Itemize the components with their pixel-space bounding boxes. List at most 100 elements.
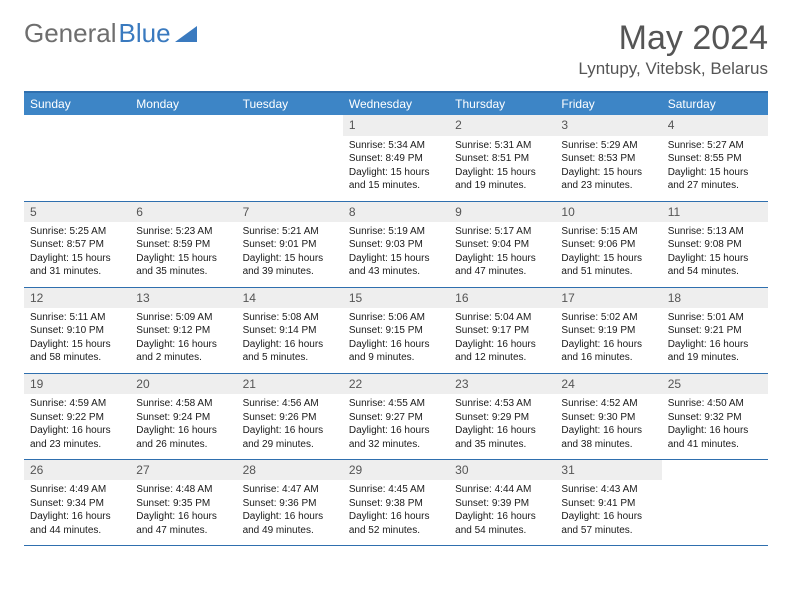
- daylight-text: Daylight: 15 hours: [455, 166, 549, 180]
- daylight-text: Daylight: 15 hours: [455, 252, 549, 266]
- day-number: 6: [130, 202, 236, 222]
- daylight-text: Daylight: 16 hours: [243, 338, 337, 352]
- day-number: 17: [555, 288, 661, 308]
- daylight-text: Daylight: 15 hours: [349, 252, 443, 266]
- weekday-label: Wednesday: [343, 93, 449, 115]
- sunrise-text: Sunrise: 4:50 AM: [668, 397, 762, 411]
- sunrise-text: Sunrise: 5:17 AM: [455, 225, 549, 239]
- day-cell: 30 Sunrise: 4:44 AMSunset: 9:39 PMDayligh…: [449, 460, 555, 545]
- day-number: 30: [449, 460, 555, 480]
- sunset-text: Sunset: 9:41 PM: [561, 497, 655, 511]
- daylight-text: Daylight: 15 hours: [561, 252, 655, 266]
- sunset-text: Sunset: 9:30 PM: [561, 411, 655, 425]
- sunrise-text: Sunrise: 4:44 AM: [455, 483, 549, 497]
- daylight-text: and 19 minutes.: [668, 351, 762, 365]
- day-number: 25: [662, 374, 768, 394]
- sunset-text: Sunset: 9:15 PM: [349, 324, 443, 338]
- location-label: Lyntupy, Vitebsk, Belarus: [578, 59, 768, 79]
- sunrise-text: Sunrise: 5:02 AM: [561, 311, 655, 325]
- day-number: 11: [662, 202, 768, 222]
- daylight-text: and 15 minutes.: [349, 179, 443, 193]
- daylight-text: Daylight: 16 hours: [668, 338, 762, 352]
- sunset-text: Sunset: 9:01 PM: [243, 238, 337, 252]
- day-number: 4: [662, 115, 768, 135]
- daylight-text: Daylight: 16 hours: [561, 424, 655, 438]
- daylight-text: and 39 minutes.: [243, 265, 337, 279]
- day-number: 29: [343, 460, 449, 480]
- sunset-text: Sunset: 9:04 PM: [455, 238, 549, 252]
- sunset-text: Sunset: 9:26 PM: [243, 411, 337, 425]
- daylight-text: and 2 minutes.: [136, 351, 230, 365]
- sunrise-text: Sunrise: 5:11 AM: [30, 311, 124, 325]
- day-cell: 23Sunrise: 4:53 AMSunset: 9:29 PMDayligh…: [449, 374, 555, 459]
- sunrise-text: Sunrise: 4:56 AM: [243, 397, 337, 411]
- day-number: 3: [555, 115, 661, 135]
- day-number: 22: [343, 374, 449, 394]
- sunset-text: Sunset: 9:08 PM: [668, 238, 762, 252]
- sunrise-text: Sunrise: 4:53 AM: [455, 397, 549, 411]
- daylight-text: Daylight: 16 hours: [455, 424, 549, 438]
- sunset-text: Sunset: 9:27 PM: [349, 411, 443, 425]
- day-cell: 29Sunrise: 4:45 AMSunset: 9:38 PMDayligh…: [343, 460, 449, 545]
- logo-triangle-icon: [175, 24, 197, 42]
- sunset-text: Sunset: 8:51 PM: [455, 152, 549, 166]
- sunset-text: Sunset: 9:39 PM: [455, 497, 549, 511]
- sunrise-text: Sunrise: 5:13 AM: [668, 225, 762, 239]
- daylight-text: Daylight: 15 hours: [30, 252, 124, 266]
- daylight-text: Daylight: 16 hours: [668, 424, 762, 438]
- day-cell: 31Sunrise: 4:43 AMSunset: 9:41 PMDayligh…: [555, 460, 661, 545]
- sunrise-text: Sunrise: 5:04 AM: [455, 311, 549, 325]
- day-cell: 25 Sunrise: 4:50 AMSunset: 9:32 PMDayligh…: [662, 374, 768, 459]
- sunset-text: Sunset: 9:32 PM: [668, 411, 762, 425]
- day-number: 21: [237, 374, 343, 394]
- sunrise-text: Sunrise: 4:43 AM: [561, 483, 655, 497]
- daylight-text: and 58 minutes.: [30, 351, 124, 365]
- day-cell: 18Sunrise: 5:01 AMSunset: 9:21 PMDayligh…: [662, 288, 768, 373]
- sunrise-text: Sunrise: 5:27 AM: [668, 139, 762, 153]
- daylight-text: and 27 minutes.: [668, 179, 762, 193]
- sunrise-text: Sunrise: 5:21 AM: [243, 225, 337, 239]
- day-number: 20: [130, 374, 236, 394]
- sunrise-text: Sunrise: 5:06 AM: [349, 311, 443, 325]
- day-number: 26: [24, 460, 130, 480]
- sunrise-text: Sunrise: 5:31 AM: [455, 139, 549, 153]
- sunrise-text: Sunrise: 4:58 AM: [136, 397, 230, 411]
- day-cell: 20Sunrise: 4:58 AMSunset: 9:24 PMDayligh…: [130, 374, 236, 459]
- sunset-text: Sunset: 8:57 PM: [30, 238, 124, 252]
- day-number: 1: [343, 115, 449, 135]
- sunrise-text: Sunrise: 5:29 AM: [561, 139, 655, 153]
- week-row: 26Sunrise: 4:49 AMSunset: 9:34 PMDayligh…: [24, 460, 768, 546]
- daylight-text: and 54 minutes.: [668, 265, 762, 279]
- day-number: 8: [343, 202, 449, 222]
- empty-cell: [130, 115, 236, 200]
- daylight-text: and 52 minutes.: [349, 524, 443, 538]
- daylight-text: Daylight: 16 hours: [349, 510, 443, 524]
- daylight-text: and 43 minutes.: [349, 265, 443, 279]
- day-cell: 22Sunrise: 4:55 AMSunset: 9:27 PMDayligh…: [343, 374, 449, 459]
- day-cell: 9Sunrise: 5:17 AMSunset: 9:04 PMDaylight…: [449, 202, 555, 287]
- sunset-text: Sunset: 9:35 PM: [136, 497, 230, 511]
- daylight-text: and 19 minutes.: [455, 179, 549, 193]
- sunrise-text: Sunrise: 5:25 AM: [30, 225, 124, 239]
- daylight-text: Daylight: 15 hours: [349, 166, 443, 180]
- daylight-text: Daylight: 16 hours: [136, 424, 230, 438]
- daylight-text: Daylight: 16 hours: [136, 338, 230, 352]
- weekday-label: Friday: [555, 93, 661, 115]
- day-number: 7: [237, 202, 343, 222]
- empty-cell: [237, 115, 343, 200]
- daylight-text: and 32 minutes.: [349, 438, 443, 452]
- calendar: SundayMondayTuesdayWednesdayThursdayFrid…: [24, 91, 768, 546]
- daylight-text: and 16 minutes.: [561, 351, 655, 365]
- sunrise-text: Sunrise: 5:09 AM: [136, 311, 230, 325]
- sunrise-text: Sunrise: 5:08 AM: [243, 311, 337, 325]
- daylight-text: and 35 minutes.: [455, 438, 549, 452]
- daylight-text: and 26 minutes.: [136, 438, 230, 452]
- day-number: 31: [555, 460, 661, 480]
- daylight-text: Daylight: 16 hours: [455, 510, 549, 524]
- day-number: 27: [130, 460, 236, 480]
- day-cell: 11Sunrise: 5:13 AMSunset: 9:08 PMDayligh…: [662, 202, 768, 287]
- day-cell: 2Sunrise: 5:31 AMSunset: 8:51 PMDaylight…: [449, 115, 555, 200]
- day-cell: 24Sunrise: 4:52 AMSunset: 9:30 PMDayligh…: [555, 374, 661, 459]
- sunset-text: Sunset: 8:55 PM: [668, 152, 762, 166]
- week-row: 5Sunrise: 5:25 AMSunset: 8:57 PMDaylight…: [24, 202, 768, 288]
